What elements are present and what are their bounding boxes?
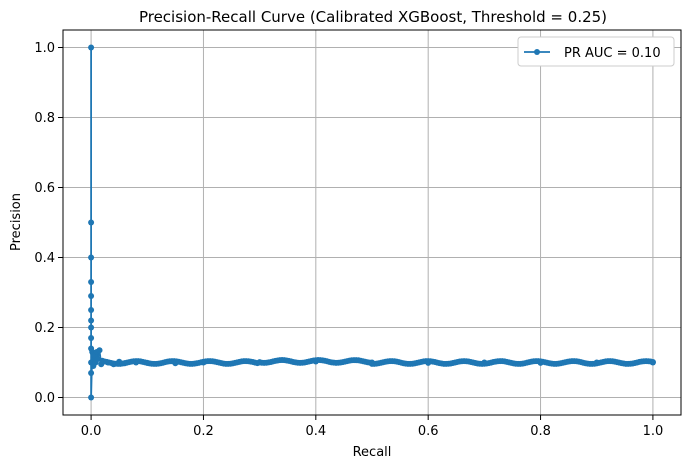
pr-point xyxy=(88,307,95,313)
plot-area-frame xyxy=(62,29,682,416)
y-tick-label: 0.0 xyxy=(34,391,55,406)
pr-point xyxy=(88,279,95,285)
pr-point xyxy=(88,394,95,401)
pr-point xyxy=(88,370,95,376)
y-axis-label: Precision xyxy=(9,193,24,251)
y-tick-label: 0.4 xyxy=(34,251,55,266)
pr-point xyxy=(88,44,95,51)
y-tick-label: 1.0 xyxy=(34,41,55,56)
y-tick-label: 0.2 xyxy=(34,321,55,336)
x-tick-label: 0.4 xyxy=(305,424,326,439)
x-tick-label: 0.8 xyxy=(530,424,551,439)
pr-point xyxy=(88,254,95,261)
pr-point xyxy=(94,356,101,362)
legend-marker-swatch xyxy=(534,49,540,55)
y-tick-label: 0.8 xyxy=(34,111,55,126)
pr-point xyxy=(88,219,95,226)
pr-point xyxy=(88,293,95,299)
pr-point xyxy=(88,335,95,341)
series-markers xyxy=(88,44,656,401)
x-axis-label: Recall xyxy=(353,445,392,460)
pr-point xyxy=(96,347,103,354)
x-tick-label: 1.0 xyxy=(643,424,664,439)
grid xyxy=(63,30,681,415)
x-tick-label: 0.6 xyxy=(418,424,439,439)
legend: PR AUC = 0.10 xyxy=(517,36,675,67)
y-tick-label: 0.6 xyxy=(34,181,55,196)
legend-label: PR AUC = 0.10 xyxy=(564,46,661,61)
x-tick-label: 0.2 xyxy=(193,424,214,439)
x-tick-label: 0.0 xyxy=(81,424,102,439)
pr-point xyxy=(88,324,95,331)
pr-point xyxy=(649,358,656,365)
axis-ticks: 0.0 0.2 0.4 0.6 0.8 1.0 0.0 0.2 0.4 0.6 0.8 1.0 xyxy=(34,41,663,439)
pr-point xyxy=(88,317,95,324)
legend-box xyxy=(517,36,675,67)
chart-title: Precision-Recall Curve (Calibrated XGBoo… xyxy=(139,8,607,26)
